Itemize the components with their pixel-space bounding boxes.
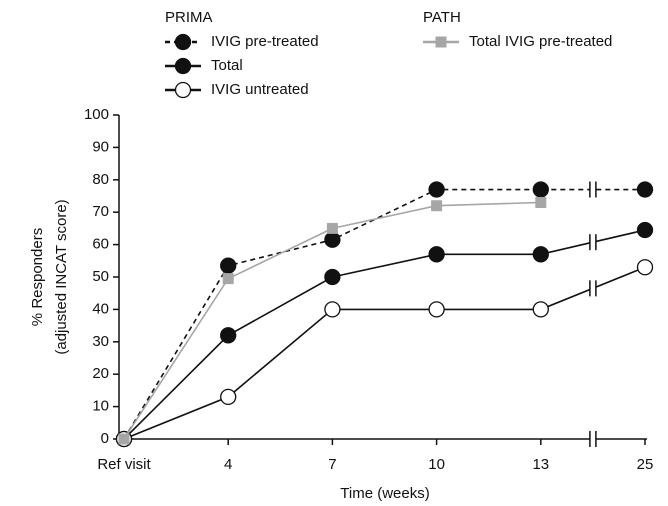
x-tick-label: Ref visit: [97, 456, 151, 473]
axis-break-gap: [589, 181, 596, 198]
y-tick-label: 40: [92, 300, 109, 317]
legend-label: Total IVIG pre-treated: [469, 33, 612, 50]
y-tick-label: 0: [101, 430, 109, 447]
y-tick-label: 90: [92, 138, 109, 155]
series-line: [123, 188, 645, 440]
y-tick-label: 100: [84, 106, 109, 123]
legend-title: PATH: [423, 9, 461, 26]
x-tick-label: 7: [328, 456, 336, 473]
legend-marker: [174, 33, 192, 51]
series-line: [123, 229, 646, 440]
y-axis-label: % Responders: [29, 228, 46, 326]
marker: [220, 327, 237, 344]
marker: [532, 181, 549, 198]
legend-label: IVIG untreated: [211, 81, 309, 98]
y-tick-label: 10: [92, 398, 109, 415]
x-tick-label: 4: [224, 456, 232, 473]
legend-marker: [174, 81, 192, 99]
y-tick-label: 80: [92, 171, 109, 188]
marker: [428, 246, 445, 263]
y-tick-label: 30: [92, 333, 109, 350]
legend-label: IVIG pre-treated: [211, 33, 319, 50]
marker: [532, 246, 549, 263]
marker: [118, 433, 130, 445]
x-tick-label: 13: [532, 456, 549, 473]
marker: [220, 388, 237, 406]
axis-break-gap: [589, 431, 596, 447]
marker: [220, 257, 237, 274]
y-tick-label: 60: [92, 236, 109, 253]
marker: [431, 200, 443, 212]
y-tick-label: 70: [92, 203, 109, 220]
marker: [428, 181, 445, 198]
marker: [535, 196, 547, 208]
legend-marker: [435, 36, 447, 48]
axis-break-gap: [589, 234, 596, 251]
series-line: [123, 266, 646, 440]
marker: [428, 301, 445, 318]
marker: [636, 259, 654, 276]
marker: [222, 273, 234, 285]
marker: [324, 301, 341, 318]
y-tick-label: 50: [92, 268, 109, 285]
legend-marker: [174, 57, 192, 75]
marker: [532, 301, 549, 318]
y-axis-label: (adjusted INCAT score): [53, 199, 70, 354]
marker: [324, 268, 341, 286]
legend-label: Total: [211, 57, 243, 74]
marker: [324, 231, 341, 248]
x-axis-label: Time (weeks): [340, 485, 429, 502]
marker: [636, 181, 654, 198]
x-tick-label: 10: [428, 456, 445, 473]
x-tick-label: 25: [637, 456, 654, 473]
legend-title: PRIMA: [165, 9, 213, 26]
axis-break-gap: [589, 280, 596, 297]
marker: [326, 222, 338, 234]
marker: [636, 221, 654, 239]
y-tick-label: 20: [92, 365, 109, 382]
